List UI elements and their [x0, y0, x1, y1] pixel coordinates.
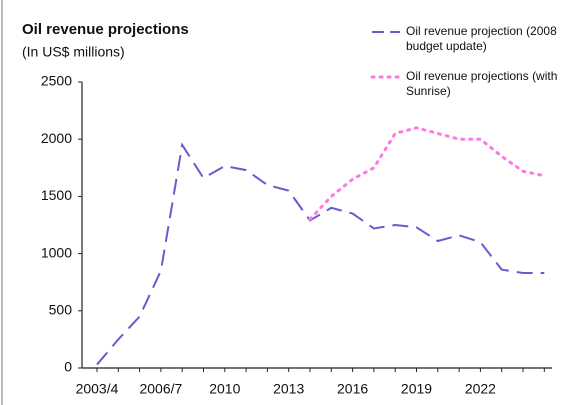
x-tick-label: 2010	[209, 381, 240, 397]
x-tick-label: 2016	[337, 381, 368, 397]
y-tick-label: 500	[49, 302, 73, 318]
y-tick-label: 1500	[41, 187, 72, 203]
series-line	[308, 126, 546, 221]
x-tick-label: 2019	[401, 381, 432, 397]
y-tick-label: 2000	[41, 130, 72, 146]
legend-label: Oil revenue projections (with Sunrise)	[406, 69, 558, 98]
legend-label: Oil revenue projection (2008 budget upda…	[406, 24, 557, 53]
x-tick-label: 2003/4	[76, 381, 119, 397]
x-tick-label: 2013	[273, 381, 304, 397]
y-tick-label: 1000	[41, 244, 72, 260]
y-tick-label: 2500	[41, 73, 72, 89]
x-tick-label: 2006/7	[139, 381, 182, 397]
series-line	[96, 142, 545, 366]
y-tick-label: 0	[64, 359, 72, 375]
chart-title: Oil revenue projections	[22, 21, 189, 38]
x-tick-label: 2022	[465, 381, 496, 397]
chart-subtitle: (In US$ millions)	[22, 44, 125, 60]
